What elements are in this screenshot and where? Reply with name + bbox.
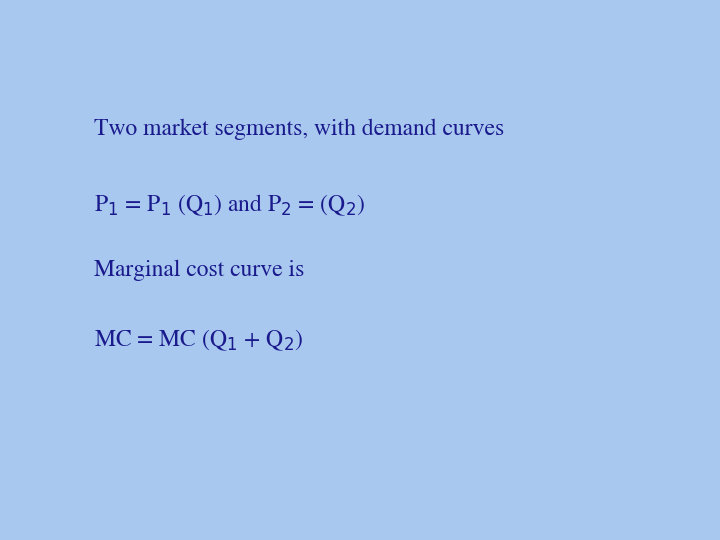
Text: MC = MC (Q$_1$ + Q$_2$): MC = MC (Q$_1$ + Q$_2$) — [94, 327, 302, 353]
Text: P$_1$ = P$_1$ (Q$_1$) and P$_2$ = (Q$_2$): P$_1$ = P$_1$ (Q$_1$) and P$_2$ = (Q$_2$… — [94, 192, 365, 218]
Text: Two market segments, with demand curves: Two market segments, with demand curves — [94, 119, 504, 140]
Text: Marginal cost curve is: Marginal cost curve is — [94, 259, 304, 281]
